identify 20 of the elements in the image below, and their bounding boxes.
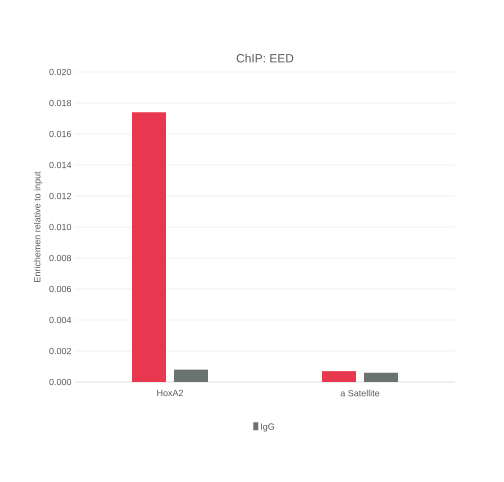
y-tick-label: 0.010	[49, 224, 72, 230]
chart-title: ChIP: EED	[236, 54, 294, 62]
x-tick-label: HoxA2	[157, 390, 183, 396]
y-tick-label: 0.016	[49, 130, 72, 138]
y-tick-label: 0.004	[49, 316, 72, 324]
x-tick-label: a Satellite	[340, 390, 380, 396]
y-tick-label: 0.018	[49, 100, 72, 106]
y-tick-label: 0.008	[49, 254, 72, 262]
legend-label: IgG	[261, 423, 274, 432]
y-tick-label: 0.012	[49, 192, 72, 200]
y-tick-label: 0.020	[49, 68, 72, 76]
y-tick-label: 0.002	[49, 348, 72, 354]
bar	[322, 371, 356, 382]
bar	[174, 370, 208, 382]
y-axis-title: Enrichemen relative to input	[34, 172, 42, 282]
y-tick-label: 0.006	[49, 286, 72, 292]
y-tick-label: 0.014	[49, 162, 72, 168]
bar	[364, 372, 398, 382]
y-tick-label: 0.000	[49, 378, 72, 386]
bar	[132, 112, 166, 382]
